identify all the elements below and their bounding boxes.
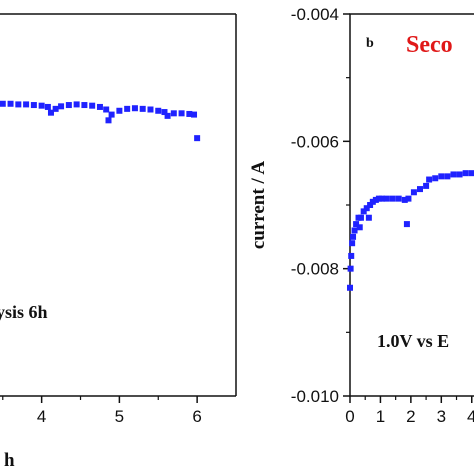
- panel-b-data-point: [348, 252, 355, 259]
- panel-a-x-axis-title: h: [4, 450, 15, 471]
- panel-b-data-point: [432, 175, 439, 182]
- panel-a-data-point: [147, 106, 154, 113]
- panel-b-data-point: [360, 208, 367, 215]
- panel-b-data-point: [401, 196, 408, 203]
- panel-b-data-point: [438, 173, 445, 180]
- panel-b-data-point: [365, 214, 372, 221]
- panel-a-data-point: [191, 111, 198, 118]
- panel-b-y-axis-title: current / A: [248, 161, 269, 250]
- panel-a-data-point: [103, 106, 110, 113]
- panel-b-data-point: [395, 195, 402, 202]
- panel-b-data-point: [456, 171, 463, 178]
- panel-b-data-point: [426, 176, 433, 183]
- panel-b-y-tick-label: -0.004: [291, 5, 339, 24]
- panel-b-data-point: [403, 221, 410, 228]
- panel-a-data-point: [194, 135, 201, 142]
- panel-b-data-point: [450, 171, 457, 178]
- panel-a-data-point: [38, 102, 45, 109]
- panel-a-data-point: [52, 105, 59, 112]
- panel-b-y-tick-label: -0.006: [291, 132, 339, 151]
- panel-b-data-point: [357, 214, 364, 221]
- panel-a-x-tick-label: 4: [37, 407, 46, 426]
- panel-b: 0 1 2 3 4 -0.004 -0.006 -0.008 -0.010 b Seco 1.0…: [248, 5, 474, 426]
- panel-b-x-tick-label: 3: [437, 407, 446, 426]
- panel-a-data-point: [164, 112, 171, 119]
- panel-a-data-point: [89, 102, 96, 109]
- panel-a-x-tick-label: 5: [115, 407, 124, 426]
- panel-b-data-point: [383, 195, 390, 202]
- panel-b-title: Seco: [406, 32, 453, 58]
- panel-b-ticks: 0 1 2 3 4 -0.004 -0.006 -0.008 -0.010: [291, 5, 474, 426]
- panel-b-data-point: [378, 195, 385, 202]
- panel-b-data-point: [444, 173, 451, 180]
- panel-a-data-point: [15, 101, 22, 108]
- panel-b-data-point: [423, 182, 430, 189]
- panel-a-data-point: [23, 101, 30, 108]
- panel-a-data-point: [47, 109, 54, 116]
- panel-b-y-tick-label: -0.008: [291, 260, 339, 279]
- panel-a-data-point: [124, 105, 131, 112]
- panel-a-data-point: [186, 110, 193, 117]
- panel-b-data-point: [347, 265, 354, 272]
- panel-b-data-point: [367, 202, 374, 208]
- panel-b-data-point: [350, 233, 357, 240]
- panel-b-data-point: [405, 195, 412, 202]
- panel-b-data-point: [410, 189, 417, 196]
- panel-a-data-point: [170, 110, 177, 117]
- panel-b-data-point: [353, 221, 360, 228]
- panel-a-data-point: [131, 105, 138, 112]
- panel-b-data-point: [369, 198, 376, 205]
- panel-b-data-point: [462, 170, 469, 177]
- panel-b-y-tick-label: -0.010: [291, 387, 339, 406]
- panel-a-data-point: [105, 117, 112, 124]
- panel-b-annotation: 1.0V vs E: [377, 331, 449, 351]
- panel-a-data-point: [96, 103, 103, 110]
- panel-a-data-point: [7, 100, 14, 107]
- panel-a-ticks: 4 5 6: [2, 396, 202, 426]
- panel-a-data-point: [44, 103, 51, 110]
- panel-a-data-point: [81, 102, 88, 109]
- panel-a-data-point: [116, 107, 123, 114]
- panel-b-data-point: [351, 227, 358, 234]
- panel-b-points: [347, 170, 474, 291]
- panel-a-annotation: ysis 6h: [0, 302, 48, 322]
- panel-a-data-point: [65, 102, 72, 109]
- panel-a-data-point: [58, 103, 65, 110]
- panel-a-data-point: [139, 105, 146, 112]
- panel-b-x-tick-label: 1: [376, 407, 385, 426]
- panel-a-data-point: [161, 109, 168, 116]
- panel-a-data-point: [178, 110, 185, 117]
- panel-b-data-point: [363, 205, 370, 212]
- panel-a-data-point: [30, 102, 37, 109]
- panel-a-data-point: [108, 111, 115, 118]
- panel-a-data-point: [155, 107, 162, 114]
- panel-b-x-tick-label: 2: [406, 407, 415, 426]
- panel-b-data-point: [375, 195, 382, 202]
- panel-a-points: [0, 100, 201, 142]
- panel-b-data-point: [372, 196, 379, 203]
- panel-b-data-point: [468, 170, 474, 177]
- panel-b-x-tick-label: 4: [467, 407, 474, 426]
- panel-b-data-point: [356, 224, 363, 231]
- panel-a-data-point: [0, 100, 6, 107]
- panel-b-data-point: [389, 195, 396, 202]
- panel-b-letter: b: [366, 36, 374, 51]
- panel-a-data-point: [73, 101, 80, 108]
- panel-a-x-tick-label: 6: [192, 407, 201, 426]
- panel-b-data-point: [347, 284, 353, 291]
- panel-a: 4 5 6 ysis 6h h: [0, 13, 237, 471]
- panel-b-data-point: [417, 186, 423, 193]
- panel-b-data-point: [349, 240, 356, 247]
- panel-b-x-tick-label: 0: [345, 407, 354, 426]
